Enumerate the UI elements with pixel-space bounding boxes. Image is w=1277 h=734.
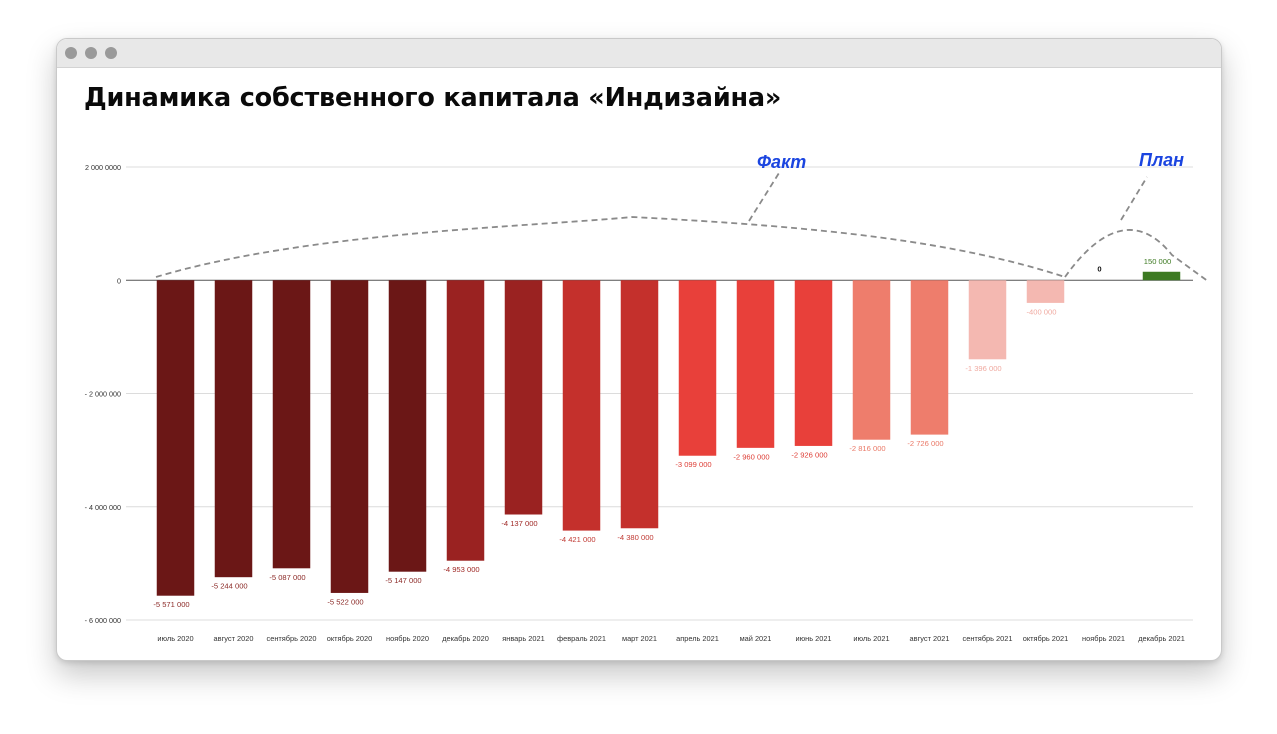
data-label: -4 380 000 — [617, 533, 653, 542]
data-label: -5 522 000 — [327, 597, 363, 606]
x-tick-label: октябрь 2021 — [1023, 634, 1069, 643]
data-label: -2 926 000 — [791, 450, 827, 459]
plan-range-arc — [1064, 229, 1210, 283]
x-tick-label: август 2021 — [910, 634, 950, 643]
plan-leader-line — [1120, 176, 1148, 221]
zoom-window-button[interactable] — [105, 47, 117, 59]
data-label: -400 000 — [1027, 307, 1057, 316]
bar — [910, 280, 949, 435]
chart-title: Динамика собственного капитала «Индизайн… — [84, 83, 782, 113]
data-label: -2 726 000 — [907, 439, 943, 448]
bar — [214, 280, 253, 578]
x-tick-label: сентябрь 2020 — [267, 634, 317, 643]
y-tick-label: - 6 000 000 — [85, 616, 121, 625]
data-label: -3 099 000 — [675, 460, 711, 469]
browser-window: Динамика собственного капитала «Индизайн… — [56, 38, 1222, 661]
bar — [736, 280, 775, 448]
bar — [1026, 280, 1065, 303]
x-tick-label: февраль 2021 — [557, 634, 606, 643]
x-tick-label: декабрь 2021 — [1138, 634, 1185, 643]
y-tick-label: - 4 000 000 — [85, 503, 121, 512]
data-label: 0 — [1097, 264, 1101, 273]
equity-bar-chart: 2 000 0000 0 - 2 000 000 - 4 000 000 - 6 000… — [85, 150, 1210, 643]
fact-leader-line — [748, 172, 780, 222]
bar — [388, 280, 427, 572]
x-tick-label: май 2021 — [740, 634, 772, 643]
y-tick-label: 0 — [117, 276, 121, 285]
x-tick-label: декабрь 2020 — [442, 634, 489, 643]
x-tick-label: июнь 2021 — [795, 634, 831, 643]
data-label: -1 396 000 — [965, 364, 1001, 373]
data-label: -5 147 000 — [385, 576, 421, 585]
data-label: -4 137 000 — [501, 519, 537, 528]
y-tick-label: 2 000 0000 — [85, 163, 121, 172]
bar — [156, 280, 195, 596]
bar — [794, 280, 833, 446]
x-tick-label: август 2020 — [214, 634, 254, 643]
minimize-window-button[interactable] — [85, 47, 97, 59]
data-label: -4 953 000 — [443, 565, 479, 574]
x-tick-label: ноябрь 2020 — [386, 634, 429, 643]
bar — [446, 280, 485, 561]
fact-range-arc — [155, 216, 1066, 278]
x-tick-label: октябрь 2020 — [327, 634, 373, 643]
data-label: -5 571 000 — [153, 600, 189, 609]
x-tick-label: сентябрь 2021 — [963, 634, 1013, 643]
bar — [330, 280, 369, 593]
bar — [852, 280, 891, 440]
data-label: -4 421 000 — [559, 535, 595, 544]
bar — [272, 280, 311, 569]
fact-annotation: Факт — [757, 152, 806, 172]
data-label: -2 960 000 — [733, 452, 769, 461]
data-label: -2 816 000 — [849, 444, 885, 453]
data-label: -5 244 000 — [211, 582, 247, 591]
x-tick-label: июль 2020 — [157, 634, 193, 643]
bar — [562, 280, 601, 531]
bar — [678, 280, 717, 456]
bar — [620, 280, 659, 529]
bar — [968, 280, 1007, 360]
close-window-button[interactable] — [65, 47, 77, 59]
plan-annotation: План — [1139, 150, 1184, 170]
x-tick-label: апрель 2021 — [676, 634, 719, 643]
window-titlebar — [57, 39, 1221, 68]
x-tick-label: март 2021 — [622, 634, 657, 643]
bar — [504, 280, 543, 515]
x-tick-label: июль 2021 — [853, 634, 889, 643]
x-tick-label: ноябрь 2021 — [1082, 634, 1125, 643]
bar — [1142, 271, 1181, 281]
data-label: -5 087 000 — [269, 573, 305, 582]
x-tick-label: январь 2021 — [502, 634, 545, 643]
data-label: 150 000 — [1144, 257, 1171, 266]
y-tick-label: - 2 000 000 — [85, 390, 121, 399]
